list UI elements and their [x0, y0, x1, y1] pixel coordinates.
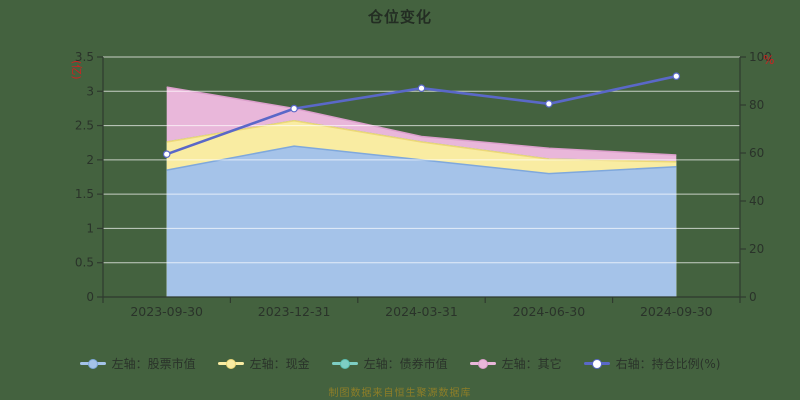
data-point-marker-position-ratio: [290, 104, 298, 113]
legend-label-stock: 左轴：股票市值: [111, 357, 196, 371]
data-point-marker-position-ratio: [672, 72, 681, 81]
left-axis-label: 2: [86, 153, 94, 167]
area-edge-other: [166, 86, 677, 156]
right-axis-label: 40: [749, 194, 764, 208]
left-axis-label: 3.5: [75, 50, 94, 64]
right-axis-label: 0: [749, 290, 757, 304]
x-axis-label: 2023-09-30: [130, 304, 203, 319]
data-point-marker-position-ratio: [417, 84, 426, 93]
legend-item-position-ratio[interactable]: 右轴：持仓比例(%): [583, 355, 721, 372]
chart-title: 仓位变化: [367, 8, 432, 26]
right-axis-label: 80: [749, 98, 764, 112]
legend-item-cash[interactable]: 左轴：现金: [217, 355, 310, 372]
left-axis-label: 3: [86, 84, 94, 98]
x-axis-label: 2023-12-31: [258, 304, 331, 319]
legend-marker-cash: [217, 358, 244, 369]
left-axis-label: 1.5: [75, 187, 94, 201]
legend-marker-other: [469, 358, 496, 369]
legend-marker-bond: [331, 358, 358, 369]
x-axis-label: 2024-03-31: [385, 304, 458, 319]
chart-legend: 左轴：股票市值 左轴：现金 左轴：债券市值 左轴：其它 右轴：持仓比例(%): [0, 355, 800, 372]
left-axis-label: 0: [86, 290, 94, 304]
left-axis-label: 2.5: [75, 119, 94, 133]
legend-item-bond[interactable]: 左轴：债券市值: [331, 355, 448, 372]
right-axis-label: 20: [749, 242, 764, 256]
x-axis-label: 2024-09-30: [640, 304, 713, 319]
legend-item-other[interactable]: 左轴：其它: [469, 355, 562, 372]
legend-label-other: 左轴：其它: [501, 357, 562, 371]
left-axis-label: 0.5: [75, 256, 94, 270]
legend-label-cash: 左轴：现金: [249, 357, 310, 371]
data-point-marker-position-ratio: [162, 150, 171, 159]
legend-label-bond: 左轴：债券市值: [363, 357, 448, 371]
legend-label-position-ratio: 右轴：持仓比例(%): [615, 357, 721, 371]
left-axis-label: 1: [86, 221, 94, 235]
area-series-stock: [166, 146, 677, 297]
right-axis-unit: %: [763, 53, 774, 67]
left-axis-unit: (亿): [70, 60, 83, 80]
data-point-marker-position-ratio: [545, 100, 553, 108]
legend-marker-position-ratio: [583, 358, 610, 369]
x-axis-label: 2024-06-30: [513, 304, 586, 319]
right-axis-label: 60: [749, 146, 764, 160]
right-axis-label: 100: [749, 50, 772, 64]
legend-marker-stock: [79, 358, 106, 369]
data-source-watermark: 制图数据来自恒生聚源数据库: [328, 388, 472, 399]
legend-item-stock[interactable]: 左轴：股票市值: [79, 355, 196, 372]
